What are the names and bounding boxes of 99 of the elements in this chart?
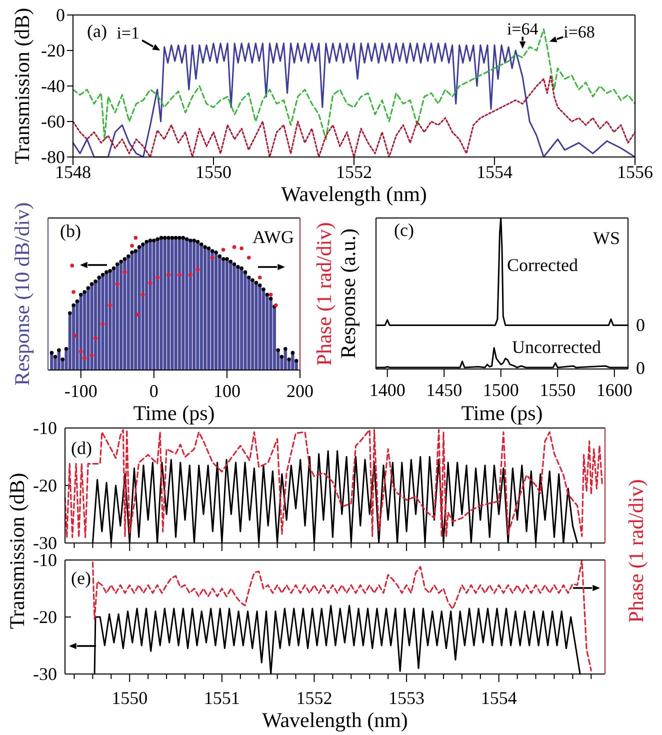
point <box>246 256 251 260</box>
bar <box>200 244 203 370</box>
point <box>268 292 273 297</box>
x-axis-title: Wavelength (nm) <box>281 182 427 206</box>
bar <box>108 270 112 370</box>
text: 0 <box>636 315 645 335</box>
bar <box>152 240 156 370</box>
y-tick-label: -30 <box>33 664 57 684</box>
x-tick-label: 1551 <box>204 688 240 708</box>
x-tick-label: 1556 <box>617 162 653 182</box>
point <box>122 270 127 274</box>
x-axis-title: Time (ps) <box>461 401 543 425</box>
point <box>82 356 86 360</box>
x-tick-label: 200 <box>286 381 314 401</box>
point <box>73 334 77 338</box>
y-tick-label: -10 <box>33 418 57 438</box>
point <box>70 264 74 268</box>
point <box>221 248 226 252</box>
y-axis-title: Transmission (dB) <box>10 8 34 164</box>
bar <box>262 289 266 370</box>
x-tick-label: 1500 <box>482 380 519 400</box>
annotation: i=64 <box>506 20 539 39</box>
bar <box>258 285 262 370</box>
x-tick-label: 1600 <box>596 380 632 400</box>
annotation: (c) <box>394 220 414 240</box>
x-tick-label: 0 <box>149 381 158 401</box>
x-tick-label: 1554 <box>480 688 517 708</box>
annotation: (d) <box>71 438 92 458</box>
annotation: AWG <box>252 227 294 247</box>
bar <box>98 277 101 370</box>
bar <box>207 248 210 370</box>
series-label: Corrected <box>507 255 578 275</box>
x-tick-label: 1552 <box>336 162 372 182</box>
point <box>196 268 200 272</box>
bar <box>141 244 145 370</box>
bar <box>188 240 192 370</box>
x-tick-label: 1400 <box>369 380 406 400</box>
point <box>188 272 192 277</box>
annotation: i=1 <box>116 24 140 42</box>
point <box>72 290 76 294</box>
point <box>94 336 98 340</box>
annotation: WS <box>593 228 620 248</box>
annotation: (b) <box>60 221 81 241</box>
y2-axis-title: Phase (1 rad/div) <box>312 222 336 366</box>
y-tick-label: -20 <box>41 40 65 60</box>
y-tick-label: -20 <box>33 476 57 496</box>
point <box>108 303 112 308</box>
y-tick-label: -30 <box>33 533 57 553</box>
y2-axis-title: Phase (1 rad/div) <box>624 479 648 623</box>
x-tick-label: 1554 <box>476 162 512 182</box>
bar <box>225 258 229 370</box>
x-tick-label: 1552 <box>296 688 332 708</box>
y-axis-title: Response (10 dB/div) <box>10 202 34 386</box>
point <box>134 236 138 240</box>
bar <box>123 258 126 370</box>
bar <box>148 240 152 370</box>
point <box>240 246 244 250</box>
bar <box>130 252 134 370</box>
point <box>210 256 214 260</box>
point <box>166 272 170 277</box>
bar <box>247 277 250 370</box>
y-axis-title: Transmission (dB) <box>5 472 29 630</box>
point <box>100 322 105 326</box>
point <box>115 282 120 286</box>
bar <box>192 240 196 370</box>
x-tick-label: -100 <box>64 381 98 401</box>
x-tick-label: 1550 <box>112 688 148 708</box>
text: 0 <box>636 358 645 378</box>
bar <box>214 252 218 370</box>
x-axis-title: Time (ps) <box>133 401 215 425</box>
y-tick-label: -60 <box>41 112 65 132</box>
bar <box>222 258 225 370</box>
point <box>90 354 94 358</box>
x-axis-title: Wavelength (nm) <box>262 708 408 732</box>
y-tick-label: 0 <box>56 5 65 25</box>
point <box>130 244 134 248</box>
series-label: Uncorrected <box>512 337 601 357</box>
point <box>156 276 160 280</box>
x-tick-label: 1550 <box>196 162 232 182</box>
point <box>148 280 152 285</box>
point <box>232 245 236 249</box>
y-tick-label: -10 <box>33 550 57 570</box>
point <box>136 312 140 316</box>
x-tick-label: 100 <box>213 381 240 401</box>
point <box>258 276 262 280</box>
y-tick-label: -20 <box>33 607 57 627</box>
x-tick-label: 1450 <box>426 380 462 400</box>
y-axis-title: Response (a.u.) <box>336 228 360 359</box>
x-tick-label: 1553 <box>388 688 425 708</box>
point <box>141 292 145 297</box>
annotation: i=68 <box>564 22 595 42</box>
bar <box>236 266 240 370</box>
annotation: (e) <box>71 568 91 588</box>
point <box>178 272 182 277</box>
point <box>78 350 83 354</box>
y-tick-label: -40 <box>41 76 65 96</box>
x-tick-label: 1550 <box>540 380 576 400</box>
bar <box>94 281 98 370</box>
annotation: (a) <box>87 21 107 41</box>
